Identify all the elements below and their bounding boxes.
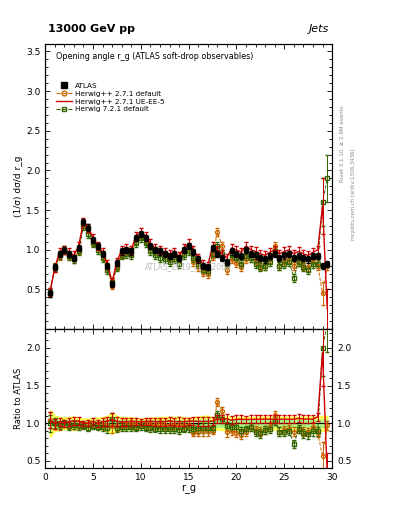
Text: mcplots.cern.ch [arXiv:1306.3436]: mcplots.cern.ch [arXiv:1306.3436] — [351, 149, 356, 240]
Legend: ATLAS, Herwig++ 2.7.1 default, Herwig++ 2.7.1 UE-EE-5, Herwig 7.2.1 default: ATLAS, Herwig++ 2.7.1 default, Herwig++ … — [55, 81, 166, 114]
Y-axis label: Ratio to ATLAS: Ratio to ATLAS — [14, 368, 23, 430]
Text: ATLAS_2019_I1772062: ATLAS_2019_I1772062 — [145, 262, 232, 271]
Y-axis label: (1/σ) dσ/d r_g: (1/σ) dσ/d r_g — [14, 156, 23, 217]
Text: Rivet 3.1.10, ≥ 2.9M events: Rivet 3.1.10, ≥ 2.9M events — [340, 105, 345, 182]
X-axis label: r_g: r_g — [181, 484, 196, 494]
Text: Jets: Jets — [309, 24, 329, 33]
Text: 13000 GeV pp: 13000 GeV pp — [48, 24, 135, 33]
Text: Opening angle r_g (ATLAS soft-drop observables): Opening angle r_g (ATLAS soft-drop obser… — [55, 52, 253, 61]
